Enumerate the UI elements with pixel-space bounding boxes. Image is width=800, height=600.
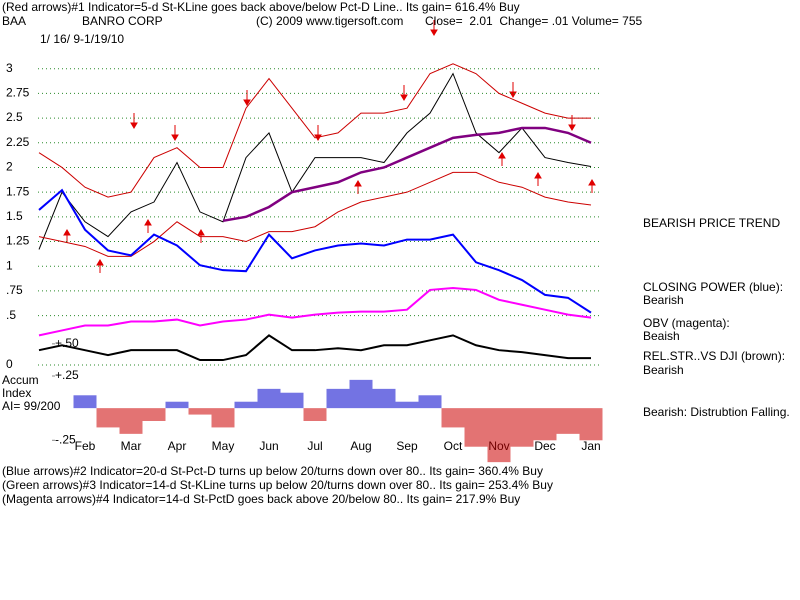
x-tick-label: Oct bbox=[444, 439, 463, 453]
bar bbox=[487, 408, 511, 463]
accum-label: AI= 99/200 bbox=[2, 399, 61, 413]
sell-arrow bbox=[243, 90, 251, 106]
bar bbox=[165, 401, 189, 409]
copyright: (C) 2009 www.tigersoft.com bbox=[256, 14, 403, 28]
y-tick-label: 2.75 bbox=[6, 86, 30, 100]
y-tick-label: +.50 bbox=[55, 336, 79, 350]
ticker: BAA bbox=[2, 14, 26, 28]
series-line bbox=[38, 188, 592, 314]
x-tick-label: Aug bbox=[350, 439, 371, 453]
y-tick-label: 0 bbox=[6, 357, 13, 371]
bar bbox=[395, 401, 419, 409]
x-tick-label: Dec bbox=[534, 439, 555, 453]
buy-arrow bbox=[354, 180, 362, 194]
bar bbox=[510, 408, 534, 447]
footer-line: (Blue arrows)#2 Indicator=20-d St-Pct-D … bbox=[2, 464, 543, 478]
side-label: CLOSING POWER (blue): bbox=[643, 280, 783, 294]
y-tick-label: 1.25 bbox=[6, 234, 30, 248]
series-line bbox=[38, 286, 592, 337]
bar bbox=[326, 388, 350, 409]
signal-arrows bbox=[63, 20, 596, 273]
y-tick-label: 1 bbox=[6, 258, 13, 272]
accum-label: Accum bbox=[2, 373, 39, 387]
y-tick-label: .5 bbox=[6, 308, 16, 322]
bar bbox=[372, 388, 396, 409]
bar bbox=[464, 408, 488, 447]
side-label: Bearish bbox=[643, 293, 684, 307]
buy-arrow bbox=[588, 179, 596, 193]
buy-arrow bbox=[534, 172, 542, 186]
y-tick-label: 1.75 bbox=[6, 184, 30, 198]
bar bbox=[211, 408, 235, 428]
x-tick-label: Jan bbox=[581, 439, 600, 453]
bar bbox=[579, 408, 603, 441]
series-line bbox=[222, 126, 592, 223]
footer-line: (Green arrows)#3 Indicator=14-d St-KLine… bbox=[2, 478, 553, 492]
side-label: Bearish bbox=[643, 363, 684, 377]
y-tick-label: -.25 bbox=[55, 432, 76, 446]
side-label: BEARISH PRICE TREND bbox=[643, 216, 780, 230]
bar bbox=[119, 408, 143, 434]
bar bbox=[257, 388, 281, 409]
y-tick-label: 2.25 bbox=[6, 135, 30, 149]
sell-arrow bbox=[430, 20, 438, 36]
footer-line: (Magenta arrows)#4 Indicator=14-d St-Pct… bbox=[2, 492, 520, 506]
x-tick-label: Apr bbox=[168, 439, 187, 453]
x-tick-label: Mar bbox=[121, 439, 142, 453]
y-tick-label: 2 bbox=[6, 160, 13, 174]
buy-arrow bbox=[144, 219, 152, 233]
sell-arrow bbox=[568, 115, 576, 131]
bar bbox=[73, 395, 97, 409]
bar bbox=[418, 395, 442, 409]
bar bbox=[234, 401, 258, 409]
sell-arrow bbox=[509, 82, 517, 98]
y-tick-label: +.25 bbox=[55, 368, 79, 382]
side-label: Beaish bbox=[643, 329, 680, 343]
x-tick-label: Sep bbox=[396, 439, 418, 453]
bar bbox=[556, 408, 580, 434]
bar bbox=[441, 408, 465, 428]
y-tick-label: 1.5 bbox=[6, 209, 23, 223]
series-line bbox=[38, 171, 592, 257]
quote: Close= 2.01 Change= .01 Volume= 755 bbox=[425, 14, 642, 28]
company: BANRO CORP bbox=[82, 14, 163, 28]
x-tick-label: Jun bbox=[259, 439, 278, 453]
bar bbox=[142, 408, 166, 421]
bar bbox=[96, 408, 120, 428]
series-line bbox=[38, 334, 591, 362]
y-tick-label: .75 bbox=[6, 283, 23, 297]
bar bbox=[188, 408, 212, 415]
bar bbox=[303, 408, 327, 421]
x-tick-label: Feb bbox=[75, 439, 96, 453]
sell-arrow bbox=[130, 113, 138, 129]
series-line bbox=[38, 63, 591, 198]
side-label: REL.STR..VS DJI (brown): bbox=[643, 349, 785, 363]
x-tick-label: May bbox=[212, 439, 235, 453]
bar bbox=[349, 379, 373, 409]
header-line: (Red arrows)#1 Indicator=5-d St-KLine go… bbox=[2, 0, 520, 14]
accum-label: Index bbox=[2, 386, 31, 400]
side-label: OBV (magenta): bbox=[643, 316, 730, 330]
y-tick-label: 2.5 bbox=[6, 110, 23, 124]
sell-arrow bbox=[171, 125, 179, 141]
bar bbox=[533, 408, 557, 441]
x-tick-label: Jul bbox=[307, 439, 322, 453]
buy-arrow bbox=[96, 259, 104, 273]
series-line bbox=[38, 72, 592, 250]
bar bbox=[280, 392, 304, 409]
buy-arrow bbox=[498, 152, 506, 166]
date-range: 1/ 16/ 9-1/19/10 bbox=[40, 32, 124, 46]
y-tick-label: 3 bbox=[6, 61, 13, 75]
sell-arrow bbox=[400, 85, 408, 101]
side-label: Bearish: Distrubtion Falling. bbox=[643, 405, 790, 419]
